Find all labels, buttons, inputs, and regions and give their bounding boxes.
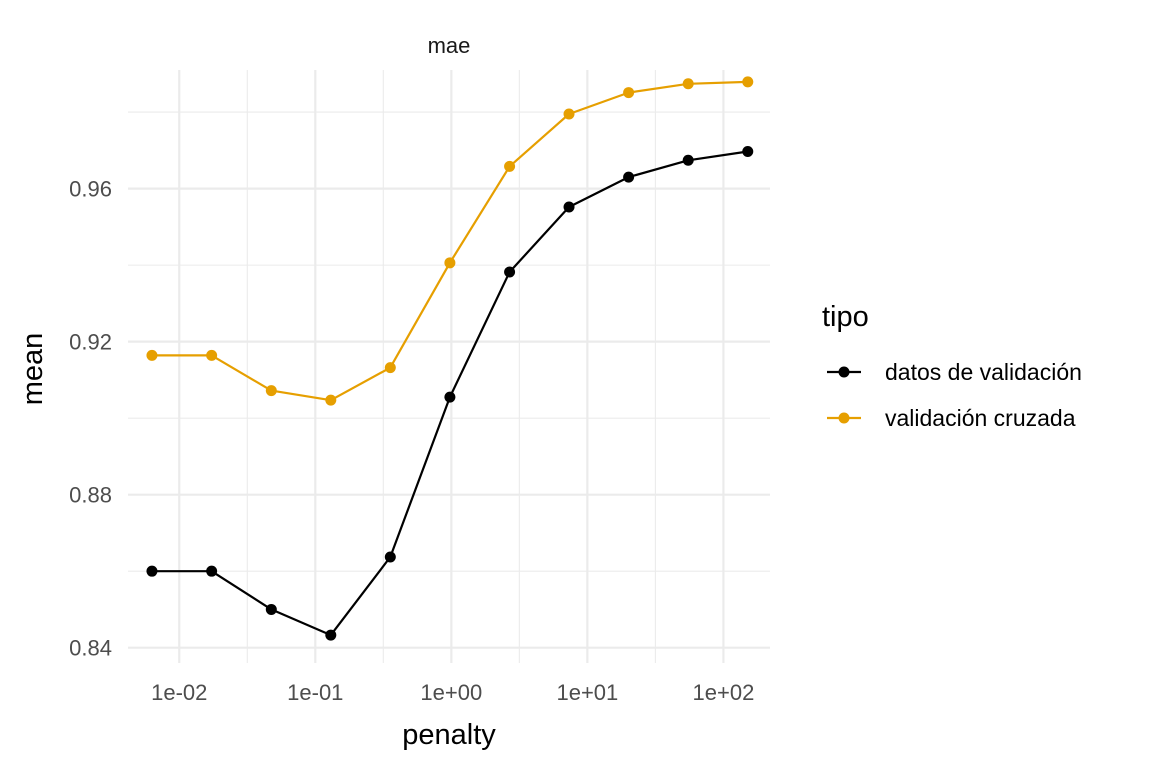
tick-labels: 0.84 0.88 0.92 0.96 1e-02 1e-01 1e+00 1e+01 1e+0… <box>69 177 754 705</box>
x-axis-title: penalty <box>402 719 496 751</box>
data-point <box>682 78 694 90</box>
data-point <box>682 154 694 166</box>
grid-lines <box>128 70 770 663</box>
data-point <box>623 171 635 183</box>
data-point <box>444 391 456 403</box>
data-point <box>623 87 635 99</box>
x-tick-label: 1e-01 <box>287 680 343 705</box>
legend-item-validacion-cruzada: validación cruzada <box>827 405 1076 431</box>
data-point <box>325 394 337 406</box>
legend-label: datos de validación <box>885 359 1082 385</box>
series-line <box>152 80 748 402</box>
y-axis-title: mean <box>17 333 49 406</box>
data-point <box>206 349 218 361</box>
data-point <box>742 76 754 88</box>
data-point <box>206 565 218 577</box>
legend-key-point <box>838 366 850 378</box>
y-tick-label: 0.84 <box>69 636 112 661</box>
data-point <box>384 362 396 374</box>
data-point <box>563 108 575 120</box>
series-layer <box>146 76 754 641</box>
data-point <box>265 603 277 615</box>
x-tick-label: 1e+00 <box>420 680 482 705</box>
data-point <box>146 565 158 577</box>
legend-item-datos-de-validacion: datos de validación <box>827 359 1082 385</box>
y-tick-label: 0.96 <box>69 177 112 202</box>
legend-label: validación cruzada <box>885 405 1076 431</box>
x-tick-label: 1e-02 <box>151 680 207 705</box>
x-tick-label: 1e+01 <box>556 680 618 705</box>
facet-strip-title: mae <box>428 33 471 58</box>
data-point <box>146 349 158 361</box>
data-point <box>504 160 516 172</box>
series-1 <box>146 76 754 406</box>
x-tick-label: 1e+02 <box>693 680 755 705</box>
y-tick-label: 0.92 <box>69 330 112 355</box>
data-point <box>444 257 456 269</box>
y-tick-label: 0.88 <box>69 483 112 508</box>
series-0 <box>146 145 754 641</box>
legend-title: tipo <box>822 301 869 333</box>
data-point <box>504 266 516 278</box>
data-point <box>265 385 277 397</box>
legend: tipo datos de validación validación cruz… <box>822 301 1082 431</box>
data-point <box>742 145 754 157</box>
data-point <box>563 201 575 213</box>
legend-key-point <box>838 412 850 424</box>
data-point <box>384 551 396 563</box>
data-point <box>325 629 337 641</box>
